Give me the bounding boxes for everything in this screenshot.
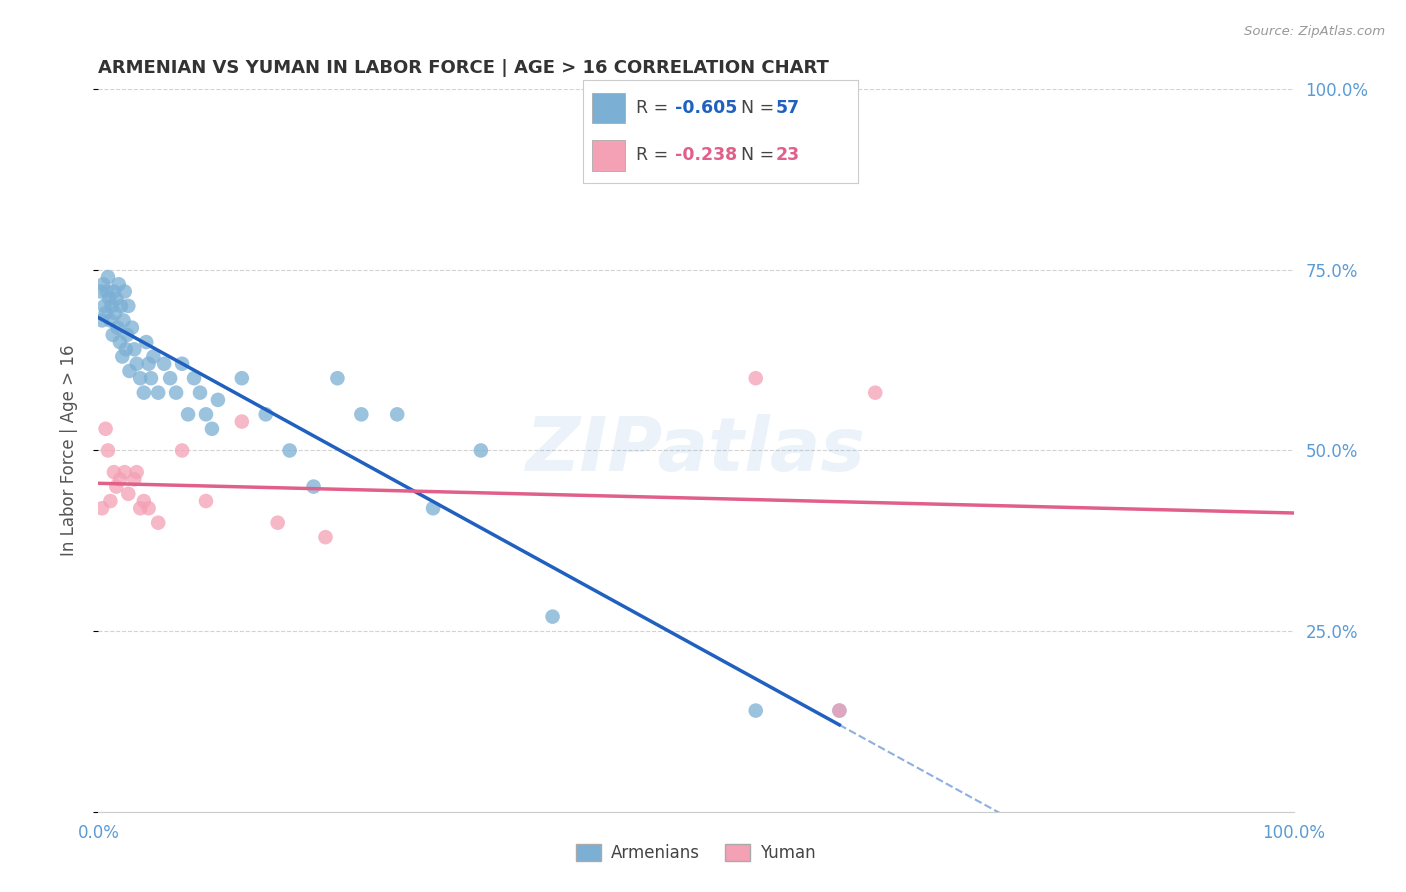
Point [93, 299, 115, 313]
Point [115, 343, 138, 357]
Point [115, 327, 138, 342]
Point [541, 609, 564, 624]
Point [129, 501, 152, 516]
Point [153, 357, 176, 371]
Point [188, 385, 211, 400]
Point [105, 480, 128, 494]
Point [195, 494, 218, 508]
Point [101, 327, 124, 342]
Point [148, 385, 170, 400]
Point [98, 292, 121, 306]
Point [117, 487, 139, 501]
Point [470, 443, 492, 458]
Y-axis label: In Labor Force | Age > 16: In Labor Force | Age > 16 [59, 344, 77, 557]
Point [865, 385, 887, 400]
Point [201, 422, 224, 436]
Point [117, 299, 139, 313]
Point [125, 465, 148, 479]
Point [98, 313, 122, 327]
Point [97, 270, 120, 285]
Point [745, 371, 768, 385]
Point [254, 407, 277, 421]
Point [114, 285, 136, 299]
Point [104, 306, 127, 320]
Point [94, 306, 117, 320]
Point [142, 350, 165, 364]
Point [94, 422, 117, 436]
Point [100, 299, 122, 313]
Text: Source: ZipAtlas.com: Source: ZipAtlas.com [1244, 25, 1385, 38]
Point [231, 371, 253, 385]
Text: N =: N = [741, 99, 780, 117]
Point [148, 516, 170, 530]
Point [350, 407, 373, 421]
Text: ZIPatlas: ZIPatlas [526, 414, 866, 487]
Point [111, 350, 134, 364]
Point [91, 313, 114, 327]
Point [125, 357, 148, 371]
Point [139, 371, 162, 385]
Text: R =: R = [636, 146, 673, 164]
Point [90, 285, 112, 299]
Point [828, 704, 851, 718]
Point [159, 371, 181, 385]
Text: -0.605: -0.605 [675, 99, 738, 117]
Legend: Armenians, Yuman: Armenians, Yuman [569, 837, 823, 869]
Point [183, 371, 205, 385]
Point [108, 334, 131, 349]
Point [124, 343, 146, 357]
Point [110, 299, 132, 313]
Point [135, 334, 157, 349]
Point [278, 443, 301, 458]
Point [172, 357, 194, 371]
Point [103, 465, 125, 479]
Point [98, 494, 122, 508]
Text: R =: R = [636, 99, 673, 117]
Point [91, 501, 114, 516]
Point [828, 704, 851, 718]
Point [91, 277, 114, 292]
Point [112, 313, 135, 327]
Text: ARMENIAN VS YUMAN IN LABOR FORCE | AGE > 16 CORRELATION CHART: ARMENIAN VS YUMAN IN LABOR FORCE | AGE >… [98, 59, 830, 77]
Point [97, 443, 120, 458]
Point [315, 530, 337, 544]
Point [124, 472, 146, 486]
Point [422, 501, 444, 516]
Point [129, 371, 152, 385]
Point [105, 292, 128, 306]
Text: N =: N = [741, 146, 780, 164]
Text: 57: 57 [776, 99, 800, 117]
Point [132, 494, 155, 508]
Point [107, 320, 129, 334]
Point [103, 285, 125, 299]
Bar [592, 140, 624, 170]
Point [107, 277, 129, 292]
Point [207, 392, 229, 407]
Point [267, 516, 290, 530]
Text: -0.238: -0.238 [675, 146, 738, 164]
Point [108, 472, 131, 486]
Point [172, 443, 194, 458]
Point [138, 357, 160, 371]
Point [195, 407, 218, 421]
Point [231, 415, 253, 429]
Point [121, 320, 143, 334]
Point [96, 285, 118, 299]
Point [745, 704, 768, 718]
Point [177, 407, 200, 421]
Point [138, 501, 160, 516]
Point [385, 407, 409, 421]
Point [118, 364, 141, 378]
Point [302, 480, 325, 494]
Point [114, 465, 136, 479]
Point [326, 371, 349, 385]
Bar [592, 93, 624, 123]
Text: 23: 23 [776, 146, 800, 164]
Point [165, 385, 187, 400]
Point [132, 385, 155, 400]
